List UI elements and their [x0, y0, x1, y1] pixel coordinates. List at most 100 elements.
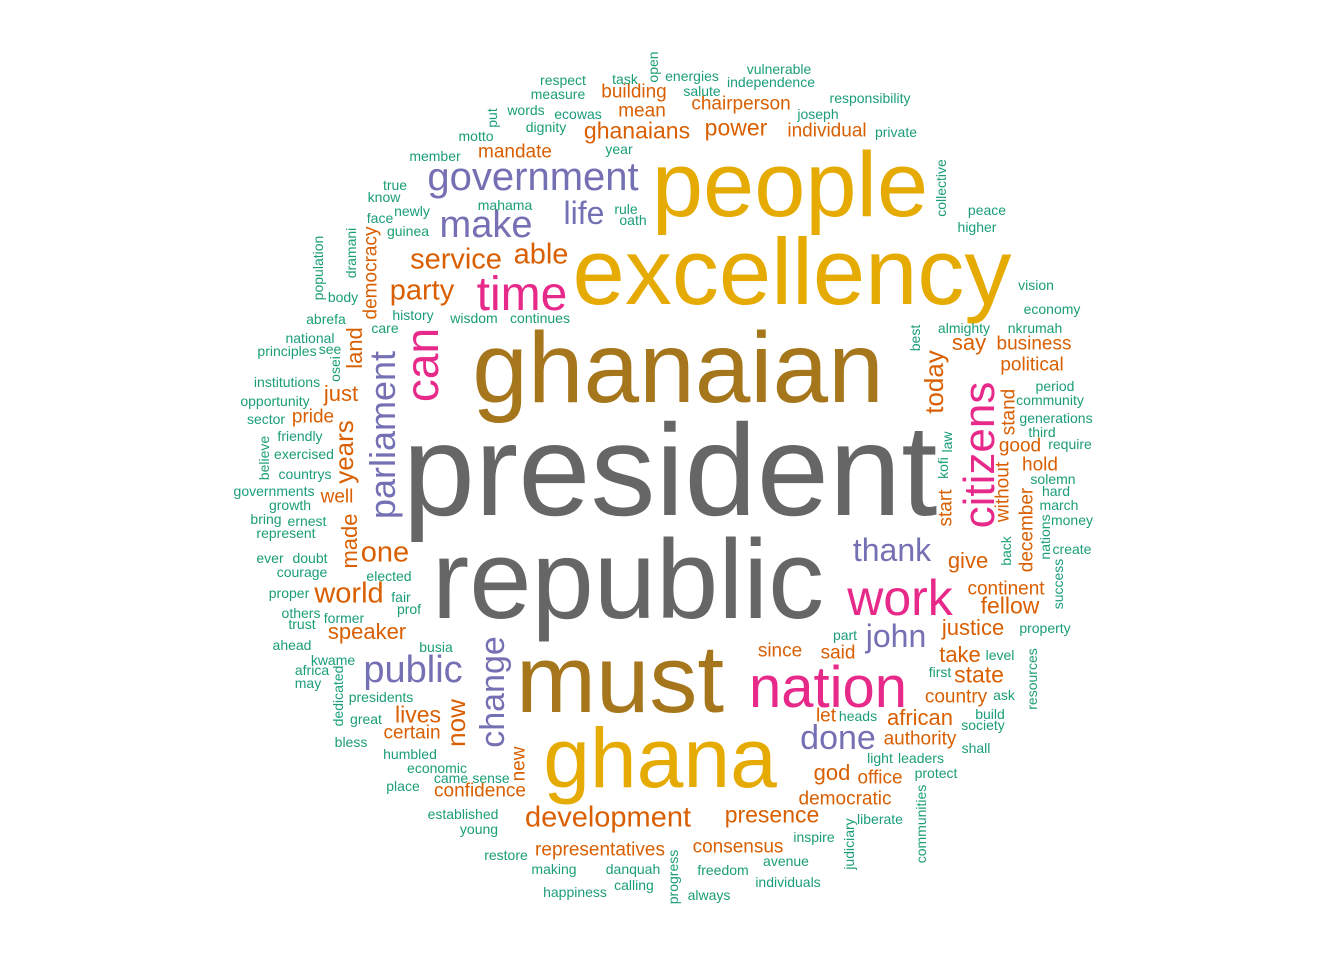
word-made: made	[337, 513, 362, 569]
word-representatives: representatives	[535, 839, 665, 861]
word-believe: believe	[256, 435, 272, 481]
word-money: money	[1050, 512, 1094, 528]
word-make: make	[439, 204, 533, 246]
word-ernest: ernest	[287, 513, 327, 529]
word-ever: ever	[256, 550, 284, 566]
word-able: able	[513, 238, 569, 271]
word-world: world	[314, 577, 384, 610]
word-fellow: fellow	[980, 592, 1040, 619]
word-ghana: ghana	[543, 711, 777, 805]
word-society: society	[961, 717, 1005, 733]
word-third: third	[1028, 424, 1056, 440]
word-thank: thank	[852, 532, 932, 568]
word-office: office	[857, 767, 903, 789]
word-exercised: exercised	[274, 446, 334, 462]
word-presence: presence	[724, 801, 820, 828]
word-vulnerable: vulnerable	[746, 61, 812, 77]
word-time: time	[476, 268, 568, 321]
word-march: march	[1039, 497, 1079, 513]
word-speaker: speaker	[327, 619, 407, 644]
word-level: level	[985, 647, 1015, 663]
word-year: year	[605, 141, 633, 157]
word-represent: represent	[256, 525, 316, 541]
word-newly: newly	[394, 203, 430, 219]
word-say: say	[951, 330, 987, 355]
word-motto: motto	[458, 128, 494, 144]
word-bless: bless	[334, 734, 368, 750]
word-ghanaian: ghanaian	[472, 312, 884, 424]
word-making: making	[531, 861, 577, 877]
word-today: today	[919, 350, 949, 414]
word-confidence: confidence	[434, 780, 526, 802]
word-danquah: danquah	[605, 861, 661, 877]
word-inspire: inspire	[793, 829, 835, 845]
word-new: new	[508, 746, 530, 782]
word-continues: continues	[510, 310, 570, 326]
word-without: without	[992, 461, 1014, 523]
word-member: member	[409, 148, 461, 164]
word-guinea: guinea	[386, 223, 430, 239]
word-power: power	[704, 114, 768, 141]
word-young: young	[459, 821, 499, 837]
word-said: said	[820, 642, 856, 664]
word-responsibility: responsibility	[829, 90, 911, 106]
word-well: well	[320, 486, 354, 508]
word-collective: collective	[933, 159, 949, 217]
word-true: true	[382, 177, 408, 193]
word-fair: fair	[391, 589, 411, 605]
word-friendly: friendly	[277, 428, 323, 444]
word-give: give	[947, 548, 989, 573]
word-body: body	[327, 289, 359, 305]
word-place: place	[386, 778, 420, 794]
word-require: require	[1048, 436, 1092, 452]
word-dedicated: dedicated	[330, 665, 346, 727]
word-came: came	[433, 770, 469, 786]
word-certain: certain	[383, 722, 441, 744]
word-history: history	[392, 307, 434, 323]
word-ask: ask	[993, 687, 1015, 703]
word-state: state	[954, 661, 1004, 688]
word-country: country	[924, 686, 988, 708]
word-can: can	[396, 327, 448, 403]
word-dignity: dignity	[525, 119, 567, 135]
word-doubt: doubt	[292, 550, 328, 566]
word-countrys: countrys	[278, 466, 332, 482]
word-rule: rule	[614, 201, 638, 217]
word-period: period	[1035, 378, 1075, 394]
word-oath: oath	[619, 212, 647, 228]
word-happiness: happiness	[543, 884, 607, 900]
word-salute: salute	[683, 83, 721, 99]
word-authority: authority	[883, 728, 957, 750]
word-property: property	[1019, 620, 1071, 636]
word-sector: sector	[246, 411, 286, 427]
word-success: success	[1050, 558, 1066, 610]
word-mean: mean	[618, 100, 666, 122]
word-growth: growth	[268, 497, 312, 513]
word-land: land	[342, 327, 367, 369]
word-bring: bring	[250, 511, 282, 527]
word-respect: respect	[540, 72, 586, 88]
word-leaders: leaders	[898, 750, 944, 766]
word-busia: busia	[419, 639, 453, 655]
word-ecowas: ecowas	[554, 106, 602, 122]
word-higher: higher	[957, 219, 997, 235]
word-words: words	[507, 102, 545, 118]
word-measure: measure	[530, 86, 586, 102]
word-years: years	[329, 420, 359, 484]
word-may: may	[294, 675, 322, 691]
word-institutions: institutions	[253, 374, 321, 390]
word-see: see	[318, 341, 342, 357]
word-now: now	[441, 699, 471, 747]
word-restore: restore	[484, 847, 528, 863]
word-trust: trust	[288, 616, 316, 632]
word-put: put	[484, 108, 500, 128]
word-progress: progress	[665, 849, 681, 905]
word-create: create	[1052, 541, 1092, 557]
word-government: government	[427, 155, 639, 199]
word-justice: justice	[941, 615, 1005, 640]
word-economic: economic	[407, 760, 467, 776]
word-nation: nation	[748, 655, 908, 720]
word-dramani: dramani	[343, 227, 359, 279]
word-work: work	[847, 570, 953, 626]
word-light: light	[867, 750, 893, 766]
